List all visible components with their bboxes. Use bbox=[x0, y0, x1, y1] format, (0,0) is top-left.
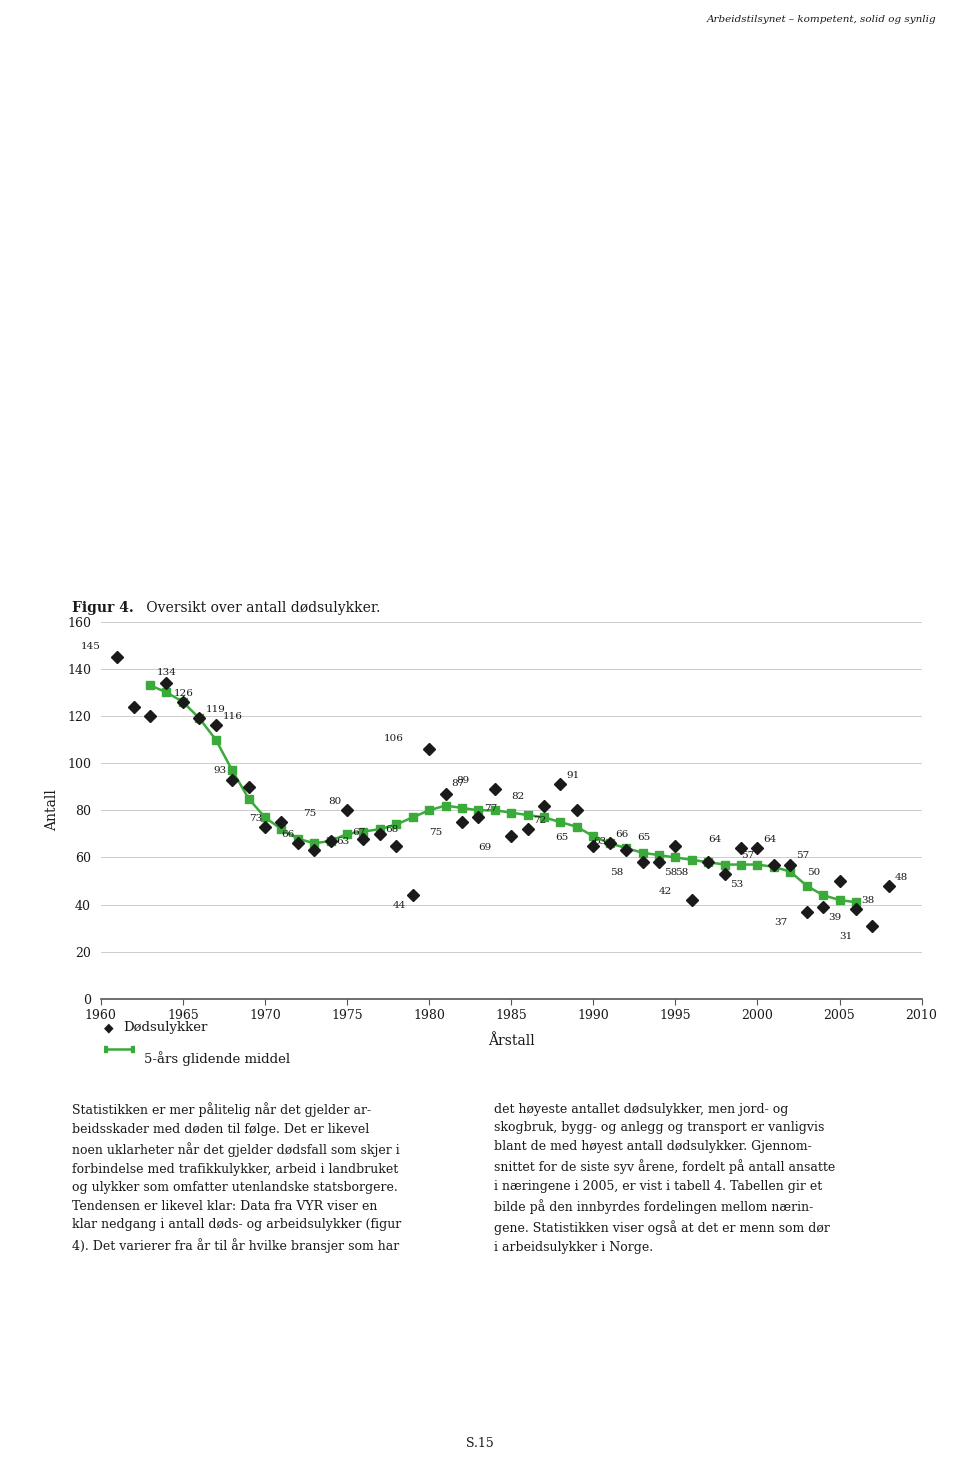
Text: det høyeste antallet dødsulykker, men jord- og
skogbruk, bygg- og anlegg og tran: det høyeste antallet dødsulykker, men jo… bbox=[494, 1103, 835, 1254]
Text: 31: 31 bbox=[840, 932, 852, 941]
Text: 66: 66 bbox=[615, 830, 629, 839]
Text: 64: 64 bbox=[708, 835, 722, 844]
Text: Figur 4.: Figur 4. bbox=[72, 601, 133, 614]
Text: 64: 64 bbox=[763, 835, 777, 844]
Text: Dødsulykker: Dødsulykker bbox=[123, 1021, 207, 1035]
Text: 44: 44 bbox=[393, 901, 406, 910]
Text: ◆: ◆ bbox=[104, 1021, 113, 1035]
Text: 87: 87 bbox=[451, 780, 465, 789]
Text: 106: 106 bbox=[384, 734, 404, 743]
Text: Oversikt over antall dødsulykker.: Oversikt over antall dødsulykker. bbox=[142, 601, 380, 614]
Text: 38: 38 bbox=[861, 897, 875, 906]
Text: 66: 66 bbox=[281, 830, 295, 839]
Text: 57: 57 bbox=[741, 851, 755, 860]
Text: 134: 134 bbox=[157, 669, 177, 678]
Text: 77: 77 bbox=[484, 804, 497, 813]
Text: 91: 91 bbox=[566, 771, 579, 780]
Text: 63: 63 bbox=[593, 838, 607, 847]
Text: 65: 65 bbox=[555, 833, 568, 842]
Text: 37: 37 bbox=[774, 918, 787, 926]
Text: 48: 48 bbox=[895, 873, 907, 882]
Text: 119: 119 bbox=[206, 704, 227, 715]
Text: 89: 89 bbox=[457, 776, 469, 784]
Text: 63: 63 bbox=[336, 838, 349, 847]
Text: 75: 75 bbox=[429, 829, 443, 838]
Text: 73: 73 bbox=[249, 814, 262, 823]
Text: 80: 80 bbox=[328, 798, 341, 807]
Y-axis label: Antall: Antall bbox=[45, 789, 59, 832]
Text: 69: 69 bbox=[478, 842, 492, 851]
Text: 58: 58 bbox=[664, 869, 678, 878]
Text: 50: 50 bbox=[806, 867, 820, 876]
Text: 126: 126 bbox=[174, 688, 193, 697]
Text: 65: 65 bbox=[637, 833, 650, 842]
Text: 39: 39 bbox=[828, 913, 842, 922]
Text: 82: 82 bbox=[512, 792, 524, 801]
Text: 53: 53 bbox=[731, 881, 743, 889]
Text: S.15: S.15 bbox=[467, 1437, 493, 1450]
Text: Statistikken er mer pålitelig når det gjelder ar-
beidsskader med døden til følg: Statistikken er mer pålitelig når det gj… bbox=[72, 1103, 401, 1252]
Text: 57: 57 bbox=[796, 851, 809, 860]
Text: 58: 58 bbox=[610, 869, 623, 878]
Text: 75: 75 bbox=[303, 810, 317, 818]
Text: 67: 67 bbox=[352, 827, 366, 836]
Text: 42: 42 bbox=[660, 887, 672, 895]
Text: 145: 145 bbox=[81, 642, 101, 651]
Text: Arbeidstilsynet – kompetent, solid og synlig: Arbeidstilsynet – kompetent, solid og sy… bbox=[707, 15, 936, 24]
Text: 116: 116 bbox=[223, 712, 243, 721]
Text: 5-års glidende middel: 5-års glidende middel bbox=[144, 1051, 290, 1066]
Text: 58: 58 bbox=[676, 869, 688, 878]
Text: 72: 72 bbox=[533, 815, 546, 824]
Text: 93: 93 bbox=[213, 767, 227, 776]
X-axis label: Årstall: Årstall bbox=[488, 1033, 535, 1048]
Text: 68: 68 bbox=[385, 826, 398, 835]
